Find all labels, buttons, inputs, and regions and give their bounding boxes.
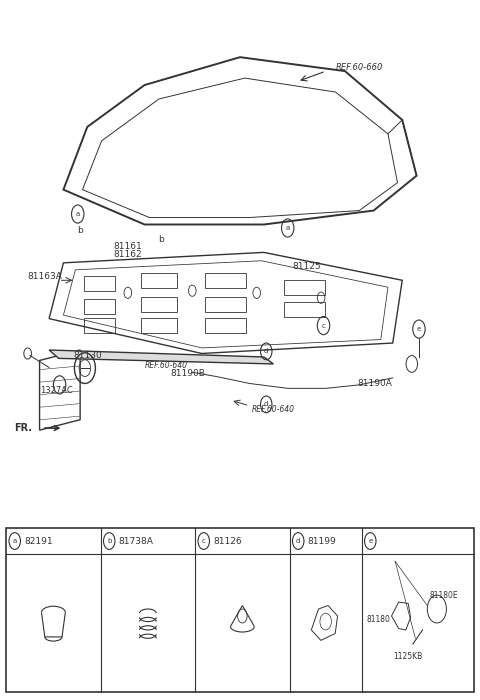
Text: REF.60-660: REF.60-660: [336, 63, 383, 72]
Text: c: c: [332, 321, 336, 330]
Text: c: c: [322, 323, 325, 328]
Text: 81126: 81126: [213, 536, 242, 545]
Text: b: b: [77, 226, 83, 235]
Text: 81161: 81161: [114, 242, 142, 251]
Text: 81738A: 81738A: [119, 536, 154, 545]
Text: b: b: [107, 538, 111, 544]
Text: c: c: [202, 538, 205, 544]
Text: REF.60-640: REF.60-640: [252, 405, 295, 414]
Text: d: d: [264, 401, 268, 407]
Text: 1125KB: 1125KB: [394, 652, 423, 662]
Text: 81163A: 81163A: [28, 272, 62, 281]
Text: REF.60-640: REF.60-640: [144, 360, 188, 370]
Text: b: b: [158, 235, 164, 244]
Text: FR.: FR.: [14, 423, 33, 433]
Text: 81180E: 81180E: [430, 591, 458, 600]
Text: 81199: 81199: [308, 536, 336, 545]
Text: a: a: [286, 225, 290, 231]
Polygon shape: [49, 350, 274, 364]
Text: 81162: 81162: [114, 251, 142, 260]
Text: d: d: [296, 538, 300, 544]
Text: 81190A: 81190A: [357, 379, 392, 388]
Text: e: e: [417, 326, 421, 332]
Text: e: e: [368, 538, 372, 544]
Text: 81180: 81180: [366, 615, 390, 624]
Text: 1327AC: 1327AC: [40, 386, 73, 395]
Text: 81190B: 81190B: [171, 369, 205, 378]
Text: 81125: 81125: [292, 262, 321, 270]
Text: a: a: [12, 538, 17, 544]
Text: 82191: 82191: [24, 536, 53, 545]
Text: a: a: [76, 211, 80, 217]
Text: d: d: [264, 349, 268, 354]
Text: 81130: 81130: [73, 351, 102, 360]
